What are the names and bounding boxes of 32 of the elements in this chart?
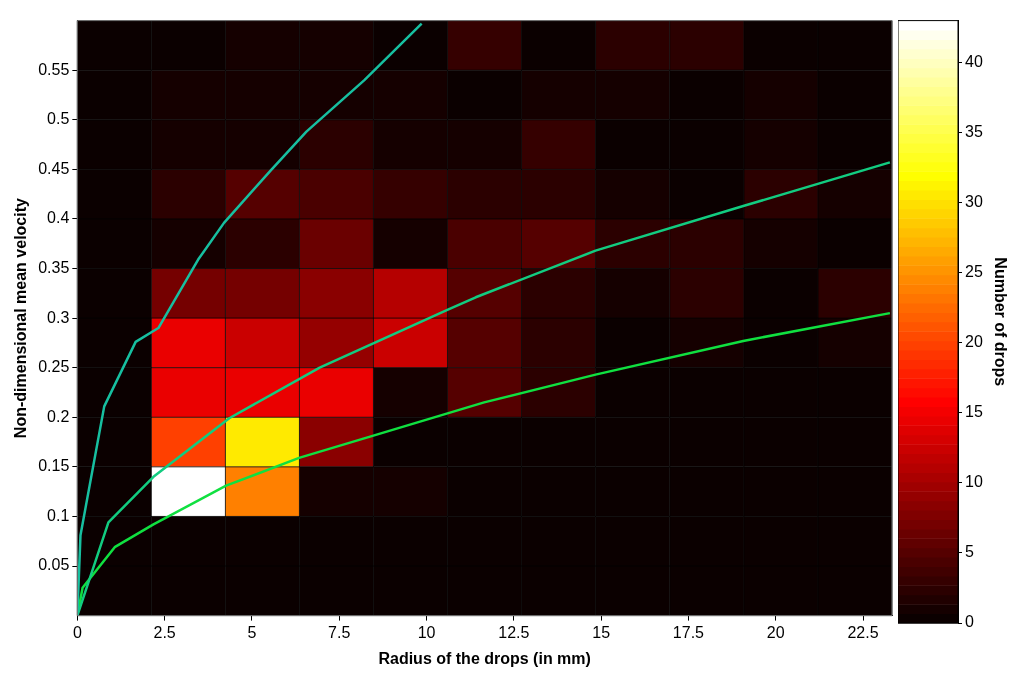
color-bar-label: 15 <box>965 403 983 421</box>
y-tick-label: 0.15 <box>38 457 70 475</box>
y-tick-label: 0.4 <box>47 209 70 227</box>
y-tick-label: 0.55 <box>38 60 70 78</box>
x-axis-title: Radius of the drops (in mm) <box>378 649 591 667</box>
y-tick-label: 0.05 <box>38 556 70 574</box>
y-tick-label: 0.25 <box>38 358 70 376</box>
y-tick-label: 0.1 <box>47 506 70 524</box>
color-bar-label: 30 <box>965 193 983 211</box>
color-bar-label: 25 <box>965 263 983 281</box>
color-bar-label: 40 <box>965 53 983 71</box>
color-bar-label: 5 <box>965 543 974 561</box>
color-bar-label: 35 <box>965 123 983 141</box>
y-tick-label: 0.2 <box>47 407 70 425</box>
x-tick-label: 10 <box>417 623 436 641</box>
x-tick-label: 17.5 <box>672 623 705 641</box>
x-tick-label: 0 <box>72 623 82 641</box>
y-tick-label: 0.35 <box>38 258 70 276</box>
x-tick-label: 22.5 <box>847 623 879 641</box>
y-tick-label: 0.3 <box>47 308 70 326</box>
color-bar-label: 10 <box>965 473 983 491</box>
x-tick-label: 20 <box>766 623 785 641</box>
x-tick-label: 7.5 <box>328 623 351 641</box>
x-tick-label: 15 <box>592 623 611 641</box>
y-tick-label: 0.5 <box>47 110 70 128</box>
x-tick-label: 5 <box>247 623 257 641</box>
x-tick-label: 2.5 <box>153 623 176 641</box>
x-tick-label: 12.5 <box>498 623 530 641</box>
color-bar-label: 20 <box>965 333 983 351</box>
color-bar-title: Number of drops <box>991 257 1009 387</box>
y-tick-label: 0.45 <box>38 159 70 177</box>
y-axis-title: Non-dimensional mean velocity <box>12 197 30 439</box>
